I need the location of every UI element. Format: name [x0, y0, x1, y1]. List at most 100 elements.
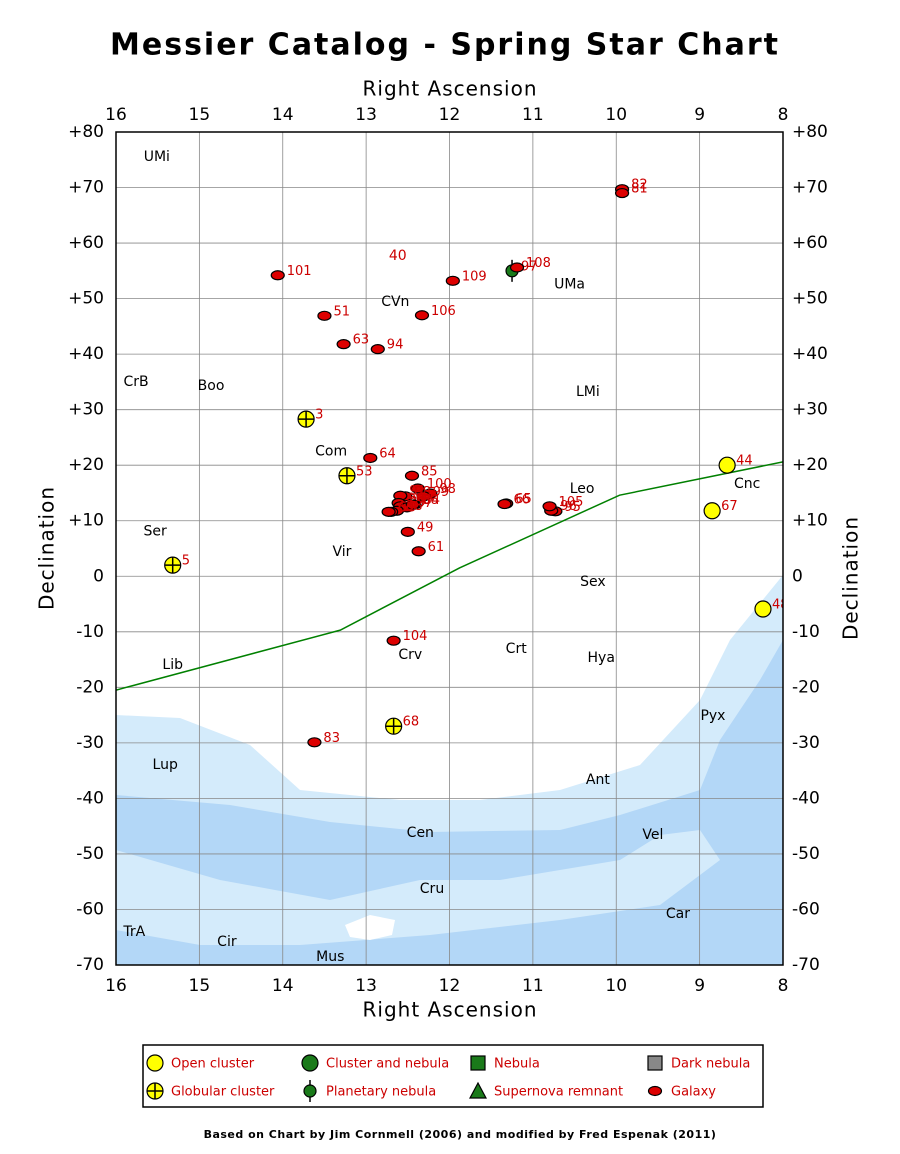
legend-symbol: [303, 1080, 317, 1102]
messier-object-part: [703, 502, 721, 520]
legend: Open cluster Globular cluster Cluster and …: [146, 1054, 750, 1102]
y-tick-label: +40: [792, 344, 828, 364]
messier-object: [718, 456, 736, 474]
messier-object: [336, 339, 351, 350]
x-tick-label: 10: [605, 976, 627, 996]
legend-label: Dark nebula: [671, 1057, 750, 1072]
legend-symbol-part: [146, 1054, 164, 1072]
object-label: 53: [356, 464, 373, 479]
legend-label: Cluster and nebula: [326, 1057, 449, 1072]
y-tick-label: -70: [792, 955, 820, 975]
messier-object: [370, 344, 385, 355]
messier-object-part: [336, 339, 351, 350]
y-tick-label: -10: [792, 622, 820, 642]
messier-object-part: [754, 600, 772, 618]
object-label: 64: [379, 446, 396, 461]
object-label: 83: [323, 731, 340, 746]
messier-object: [411, 546, 426, 557]
object-label: 3: [315, 408, 323, 423]
object-label: 86: [422, 493, 439, 508]
messier-object: [317, 310, 332, 321]
constellation-label: Lup: [153, 757, 178, 773]
legend-symbol-part: [303, 1084, 317, 1098]
messier-object: [703, 502, 721, 520]
legend-symbol: [146, 1082, 164, 1100]
y-tick-label: +60: [792, 233, 828, 253]
object-label: 99: [433, 485, 450, 500]
messier-object: [381, 506, 396, 517]
object-label: 68: [403, 715, 420, 730]
constellation-label: Car: [666, 906, 690, 922]
y-tick-label: -30: [76, 733, 104, 753]
y-tick-label: +50: [68, 289, 104, 309]
legend-symbol: [470, 1055, 486, 1071]
constellation-label: Crt: [506, 641, 528, 657]
constellation-label: Ser: [144, 523, 168, 539]
messier-object-part: [414, 310, 430, 321]
x-tick-label: 12: [439, 105, 461, 125]
messier-object-part: [317, 310, 332, 321]
constellation-label: Sex: [580, 574, 606, 590]
messier-object-part: [411, 546, 426, 557]
object-label: 82: [631, 178, 648, 193]
legend-symbol: [146, 1054, 164, 1072]
y-tick-label: -30: [792, 733, 820, 753]
y-axis-title: Declination: [839, 516, 863, 640]
object-label: 67: [721, 499, 738, 514]
x-tick-label: 14: [272, 976, 294, 996]
constellation-label: Crv: [398, 647, 422, 663]
messier-object-part: [416, 491, 431, 502]
y-tick-label: 0: [93, 566, 104, 586]
legend-symbol-part: [469, 1081, 487, 1099]
object-label: 63: [353, 333, 370, 348]
object-label: 61: [428, 540, 445, 555]
object-label: 109: [462, 269, 487, 284]
messier-object: [338, 467, 356, 485]
object-label: 60: [398, 500, 415, 515]
object-label: 94: [387, 338, 404, 353]
legend-box: [142, 1044, 764, 1108]
messier-object: [414, 310, 430, 321]
x-tick-label: 11: [522, 976, 544, 996]
messier-object: [405, 499, 420, 510]
y-tick-label: +60: [68, 233, 104, 253]
messier-object-part: [370, 344, 385, 355]
messier-object: [164, 556, 182, 574]
x-tick-label: 8: [778, 105, 789, 125]
messier-object: [307, 737, 322, 748]
constellation-label: Hya: [588, 650, 615, 666]
constellation-label: Mus: [316, 949, 344, 965]
legend-label: Globular cluster: [171, 1085, 275, 1100]
y-tick-label: +30: [792, 400, 828, 420]
y-tick-label: +40: [68, 344, 104, 364]
y-tick-label: -60: [76, 899, 104, 919]
object-label: 108: [526, 256, 551, 271]
constellation-label: Vel: [642, 827, 663, 843]
object-label: 48: [772, 598, 789, 613]
messier-object: [614, 187, 630, 199]
legend-label: Planetary nebula: [326, 1085, 436, 1100]
messier-object: [410, 483, 425, 494]
y-tick-label: +10: [68, 511, 104, 531]
chart-title: Messier Catalog - Spring Star Chart: [110, 28, 780, 63]
x-tick-label: 9: [694, 105, 705, 125]
x-tick-label: 16: [105, 976, 127, 996]
object-label: 97: [521, 259, 538, 274]
x-tick-label: 10: [605, 105, 627, 125]
plot-area: UMi UMa CVn CrB Boo LMi Com Leo Cnc Ser Vir Sex Crt C…: [116, 132, 789, 965]
ecliptic: [116, 461, 783, 691]
object-label: 95: [564, 500, 581, 515]
messier-object-part: [497, 498, 512, 510]
x-tick-label: 16: [105, 105, 127, 125]
object-label: 100: [427, 477, 452, 492]
y-tick-label: +70: [792, 178, 828, 198]
messier-object-part: [270, 270, 285, 281]
constellation-label: Vir: [332, 544, 351, 560]
legend-label: Open cluster: [171, 1057, 255, 1072]
legend-label: Galaxy: [671, 1085, 716, 1100]
x-tick-label: 15: [189, 105, 211, 125]
legend-symbol-part: [301, 1054, 319, 1072]
constellation-label: Boo: [198, 378, 225, 394]
y-tick-label: +80: [68, 122, 104, 142]
